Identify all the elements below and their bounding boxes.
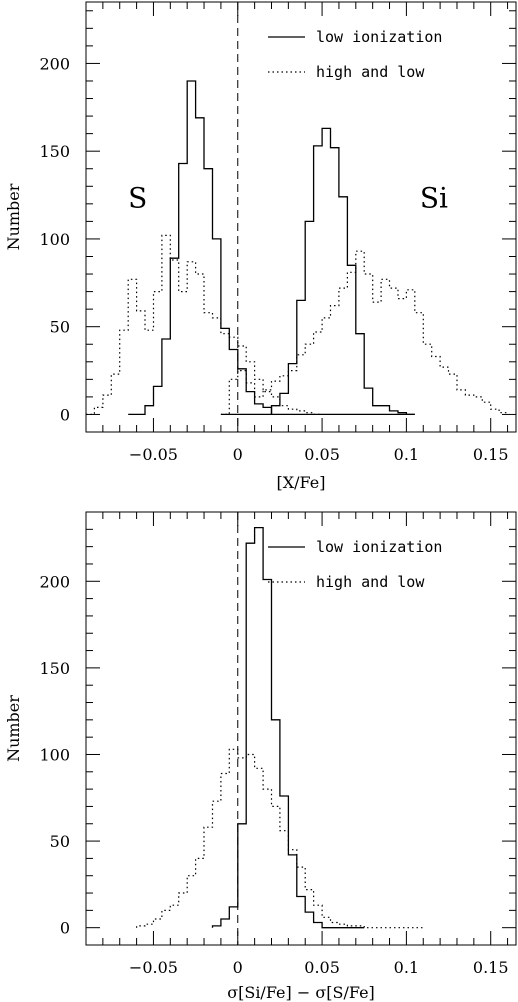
histogram-series-solid <box>211 526 365 929</box>
annotation-label: Si <box>420 181 448 214</box>
histogram-series-dotted <box>136 748 424 929</box>
x-axis-label: σ[Si/Fe] − σ[S/Fe] <box>227 983 375 1002</box>
y-axis-label: Number <box>4 695 23 762</box>
x-tick-label: 0.15 <box>473 958 509 977</box>
annotation-label: S <box>128 181 147 214</box>
legend-label: low ionization <box>316 538 442 556</box>
y-tick-label: 50 <box>50 832 70 851</box>
y-tick-label: 100 <box>39 230 70 249</box>
legend-label: high and low <box>316 63 425 81</box>
histogram-series-dotted <box>220 250 508 415</box>
y-tick-label: 100 <box>39 745 70 764</box>
x-tick-label: 0.15 <box>473 445 509 464</box>
x-tick-label: 0 <box>233 445 243 464</box>
x-axis-label: [X/Fe] <box>277 473 326 492</box>
y-axis-label: Number <box>4 183 23 250</box>
plot-frame <box>85 511 517 946</box>
x-tick-label: 0.05 <box>304 958 340 977</box>
x-tick-label: 0 <box>233 958 243 977</box>
y-tick-label: 200 <box>39 572 70 591</box>
y-tick-label: 150 <box>39 659 70 678</box>
x-tick-label: 0.05 <box>304 445 340 464</box>
y-tick-label: 50 <box>50 318 70 337</box>
histogram-series-solid <box>220 127 415 416</box>
y-tick-label: 150 <box>39 142 70 161</box>
legend-label: high and low <box>316 573 425 591</box>
y-tick-label: 0 <box>60 405 70 424</box>
x-tick-label: −0.05 <box>129 958 178 977</box>
chart-panel-2: −0.05 0 0.05 0.1 0.15 0 50 100 150 200 σ[Si/Fe] − … <box>4 511 517 1002</box>
plot-frame <box>85 1 517 433</box>
y-tick-label: 0 <box>60 919 70 938</box>
histogram-series-dotted <box>86 234 323 415</box>
legend-label: low ionization <box>316 28 442 46</box>
x-tick-label: 0.1 <box>394 445 419 464</box>
x-tick-label: −0.05 <box>129 445 178 464</box>
histogram-series-solid <box>128 80 415 416</box>
chart-panel-1: −0.05 0 0.05 0.1 0.15 0 50 100 150 200 [X/Fe] Numbe… <box>4 1 517 492</box>
y-tick-label: 200 <box>39 54 70 73</box>
x-tick-label: 0.1 <box>394 958 419 977</box>
